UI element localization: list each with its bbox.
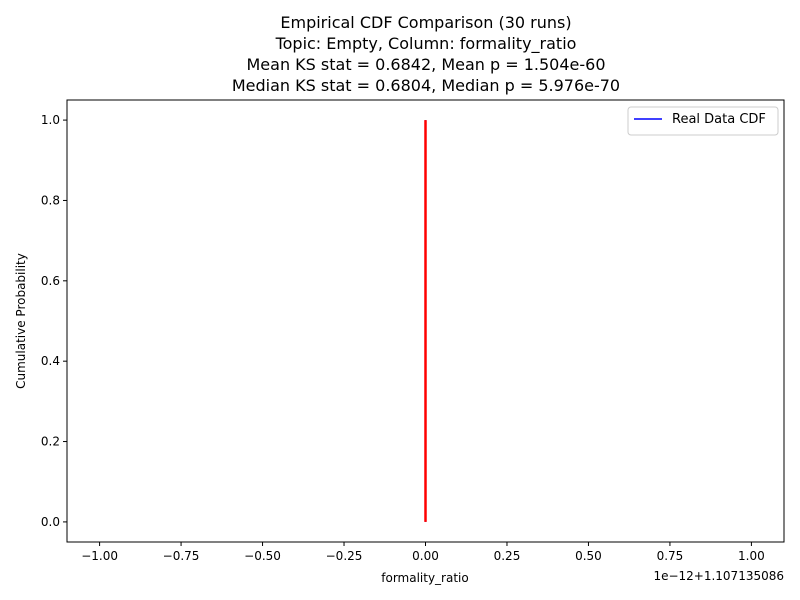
x-tick-label: 1.00: [738, 549, 765, 563]
y-tick-label: 0.0: [41, 515, 60, 529]
x-axis-label: formality_ratio: [381, 571, 468, 585]
legend-box: [627, 106, 779, 136]
x-tick-label: −0.75: [163, 549, 200, 563]
y-tick-label: 0.4: [41, 354, 60, 368]
y-tick-label: 1.0: [41, 113, 60, 127]
chart-title-line: Mean KS stat = 0.6842, Mean p = 1.504e-6…: [246, 55, 605, 74]
x-axis-ticks: −1.00 −0.75 −0.50 −0.25 0.00 0.25 0.50 0.75 1.00: [81, 542, 765, 563]
x-tick-label: −0.50: [244, 549, 281, 563]
y-tick-label: 0.8: [41, 193, 60, 207]
x-tick-label: −0.25: [326, 549, 363, 563]
x-axis-offset-label: 1e−12+1.107135086: [653, 569, 784, 583]
legend: Real Data CDF: [627, 106, 779, 136]
chart-title-line: Empirical CDF Comparison (30 runs): [280, 13, 571, 32]
chart-title-line: Median KS stat = 0.6804, Median p = 5.97…: [232, 76, 620, 95]
y-axis-label: Cumulative Probability: [14, 253, 28, 389]
x-tick-label: 0.50: [575, 549, 602, 563]
x-tick-label: 0.00: [412, 549, 439, 563]
y-tick-label: 0.6: [41, 274, 60, 288]
chart-title: Empirical CDF Comparison (30 runs) Topic:…: [232, 13, 620, 95]
legend-label: Real Data CDF: [672, 112, 766, 127]
y-tick-label: 0.2: [41, 435, 60, 449]
x-tick-label: 0.25: [494, 549, 521, 563]
x-tick-label: −1.00: [81, 549, 118, 563]
y-axis-ticks: 0.0 0.2 0.4 0.6 0.8 1.0: [41, 113, 67, 529]
plot-area: −1.00 −0.75 −0.50 −0.25 0.00 0.25 0.50 0.75 1.00…: [41, 99, 785, 563]
chart-title-line: Topic: Empty, Column: formality_ratio: [275, 34, 577, 54]
x-tick-label: 0.75: [657, 549, 684, 563]
